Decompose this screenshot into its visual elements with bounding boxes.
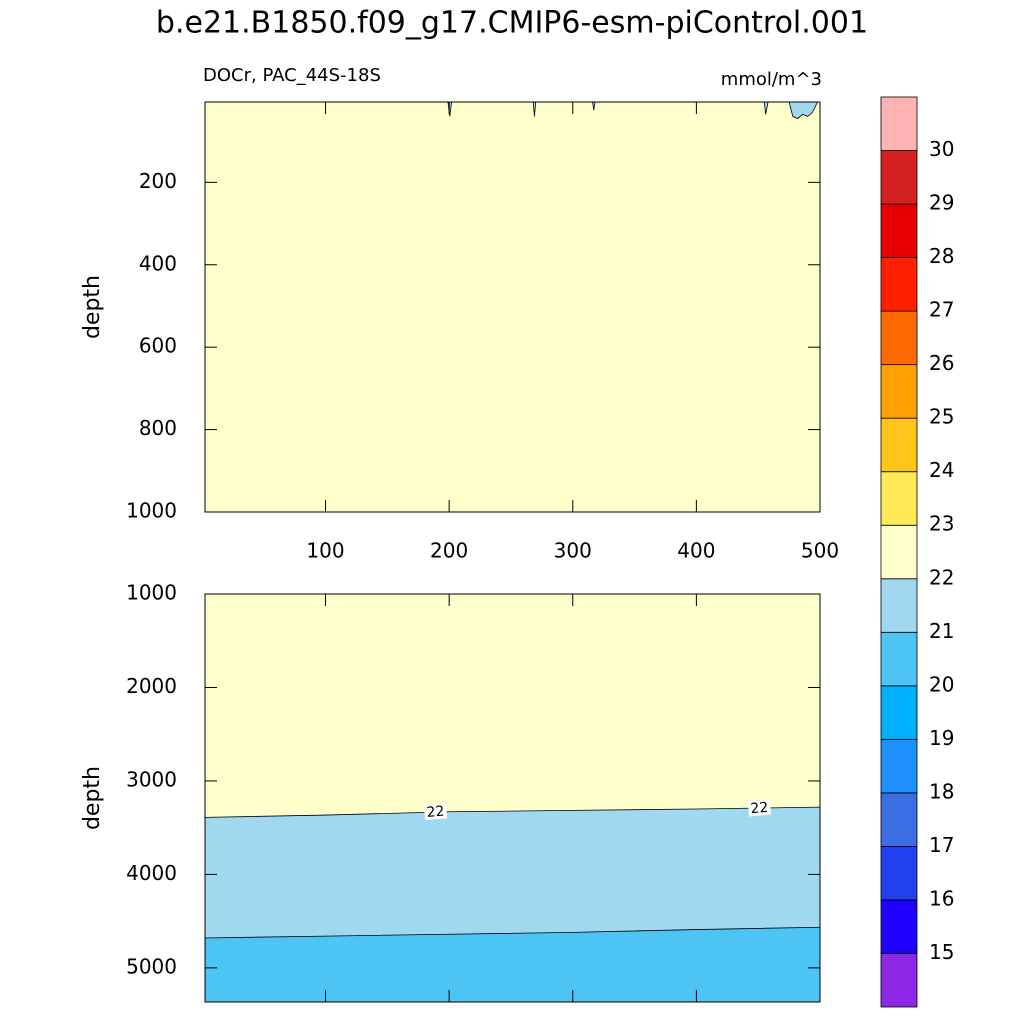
contour-label-box xyxy=(747,799,771,817)
y-tick-label: 600 xyxy=(139,334,177,358)
colorbar-box xyxy=(880,524,918,580)
colorbar-box xyxy=(880,150,918,205)
colorbar-label: 20 xyxy=(929,672,954,696)
colorbar-label: 23 xyxy=(929,512,954,536)
y-axis-label: depth xyxy=(80,275,105,339)
y-tick-label: 4000 xyxy=(126,861,177,885)
x-tick-label: 300 xyxy=(554,539,592,563)
colorbar-box xyxy=(880,471,918,526)
y-tick-label: 800 xyxy=(139,416,177,440)
x-tick-label: 200 xyxy=(430,539,468,563)
colorbar-label: 18 xyxy=(929,779,954,803)
colorbar-box xyxy=(880,738,918,794)
contour-fill xyxy=(789,102,818,119)
colorbar-label: 22 xyxy=(929,565,954,589)
contour-label-box xyxy=(423,803,448,821)
colorbar-box xyxy=(880,899,918,954)
colorbar-label: 30 xyxy=(929,137,954,161)
contour-line xyxy=(205,926,820,939)
contour-line xyxy=(447,102,818,119)
x-tick-label: 100 xyxy=(306,539,344,563)
x-tick-label: 400 xyxy=(677,539,715,563)
y-tick-label: 1000 xyxy=(126,499,177,523)
contour-label: 22 xyxy=(426,804,445,821)
y-tick-label: 2000 xyxy=(126,674,177,698)
colorbar-label: 29 xyxy=(929,191,954,215)
y-tick-label: 3000 xyxy=(126,767,177,791)
colorbar-box xyxy=(880,310,918,366)
colorbar-box xyxy=(880,578,918,633)
colorbar-label: 19 xyxy=(929,726,954,750)
colorbar-box xyxy=(880,203,918,258)
y-tick-label: 200 xyxy=(139,169,177,193)
colorbar-label: 24 xyxy=(929,458,954,482)
colorbar-box xyxy=(880,364,918,419)
colorbar-box xyxy=(880,417,918,473)
left-string: DOCr, PAC_44S-18S xyxy=(203,65,381,86)
colorbar-label: 26 xyxy=(929,351,954,375)
plot-area xyxy=(205,594,820,1002)
colorbar-box xyxy=(880,953,918,1008)
colorbar-box xyxy=(880,846,918,901)
colorbar-label: 17 xyxy=(929,833,954,857)
contour-line xyxy=(205,806,820,818)
right-string: mmol/m^3 xyxy=(721,69,822,90)
contour-fill xyxy=(205,927,820,1002)
x-tick-label: 500 xyxy=(801,539,839,563)
colorbar-label: 21 xyxy=(929,619,954,643)
colorbar-box xyxy=(880,685,918,740)
contour-label: 22 xyxy=(750,800,769,817)
colorbar-label: 25 xyxy=(929,405,954,429)
colorbar-label: 27 xyxy=(929,298,954,322)
colorbar-box xyxy=(880,631,918,687)
background-region xyxy=(205,102,820,512)
plot-frame xyxy=(204,101,821,513)
y-tick-label: 5000 xyxy=(126,954,177,978)
colorbar-label: 28 xyxy=(929,244,954,268)
y-tick-label: 1000 xyxy=(126,581,177,605)
y-axis-label: depth xyxy=(80,766,105,830)
colorbar-box xyxy=(880,96,918,151)
colorbar-box xyxy=(880,792,918,847)
plot-area xyxy=(205,102,820,512)
chart-title: b.e21.B1850.f09_g17.CMIP6-esm-piControl.… xyxy=(156,6,868,41)
colorbar-box xyxy=(880,257,918,312)
colorbar-label: 15 xyxy=(929,940,954,964)
plot-frame xyxy=(204,593,821,1003)
y-tick-label: 400 xyxy=(139,251,177,275)
colorbar-label: 16 xyxy=(929,886,954,910)
